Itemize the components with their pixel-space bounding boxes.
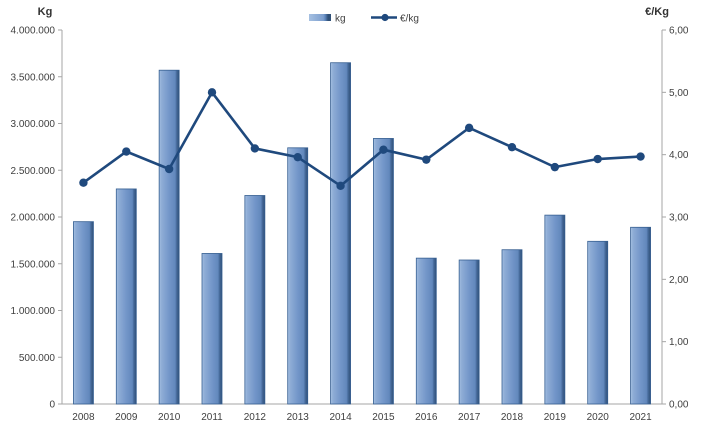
x-axis-category-label: 2014	[329, 412, 352, 423]
line-point-2020	[593, 154, 602, 164]
left-axis-tick-label: 1.000.000	[11, 306, 56, 317]
line-point-2012	[250, 144, 260, 153]
right-axis-title: €/Kg	[645, 6, 669, 18]
left-axis-tick-label: 2.000.000	[11, 213, 56, 224]
left-axis-tick-label: 0	[49, 400, 55, 411]
line-point-2013	[293, 152, 302, 162]
legend-label-kg: kg	[335, 14, 346, 25]
line-point-2018	[507, 142, 517, 152]
right-axis-tick-label: 0,00	[669, 400, 689, 411]
line-point-2011	[207, 88, 217, 97]
right-axis-tick-label: 3,00	[669, 213, 689, 224]
bar-2019	[544, 214, 566, 405]
x-axis-category-label: 2019	[544, 412, 567, 423]
line-point-2008	[79, 178, 88, 187]
legend-line-marker-icon	[381, 13, 389, 22]
x-axis-category-label: 2015	[372, 412, 395, 423]
left-axis-title: Kg	[38, 6, 53, 18]
x-axis-category-label: 2010	[158, 412, 181, 423]
line-point-2016	[422, 155, 431, 164]
bar-2015	[373, 138, 394, 405]
legend-label-eur-per-kg: €/kg	[400, 14, 419, 25]
left-axis-tick-label: 1.500.000	[11, 259, 56, 270]
bar-2009	[115, 188, 137, 405]
legend-bar-swatch-cap-icon	[328, 14, 331, 21]
bar-2012	[244, 195, 266, 405]
legend: kg €/kg	[309, 14, 419, 25]
plot-area: 0 500.000 1.000.000 1.500.000 2.000.000 2.500…	[11, 26, 689, 424]
bar-2008	[73, 221, 94, 405]
left-axis-tick-label: 500.000	[19, 353, 56, 364]
bar-2013	[287, 147, 309, 405]
left-axis-tick-label: 4.000.000	[11, 26, 56, 37]
right-axis-tick-label: 5,00	[669, 88, 689, 99]
left-axis-tick-label: 3.500.000	[11, 72, 56, 83]
bar-2016	[415, 257, 437, 405]
left-axis-tick-label: 2.500.000	[11, 166, 56, 177]
x-axis-category-label: 2012	[244, 412, 267, 423]
line-point-2021	[636, 152, 645, 161]
left-axis-tick-label: 3.000.000	[11, 119, 56, 130]
bar-2021	[630, 226, 651, 405]
right-axis-tick-label: 6,00	[669, 26, 689, 37]
x-axis-category-label: 2009	[115, 412, 138, 423]
bar-2018	[501, 249, 523, 405]
right-axis-tick-label: 4,00	[669, 150, 689, 161]
legend-bar-swatch-icon	[309, 14, 328, 21]
x-axis-category-label: 2008	[72, 412, 95, 423]
x-axis-category-label: 2011	[201, 412, 223, 423]
bar-2010	[158, 69, 180, 405]
x-axis-category-label: 2016	[415, 412, 438, 423]
x-axis-category-label: 2018	[501, 412, 524, 423]
bar-2011	[201, 253, 223, 405]
x-axis-category-label: 2020	[587, 412, 610, 423]
right-axis-tick-label: 2,00	[669, 275, 689, 286]
line-point-2017	[464, 123, 474, 133]
x-axis-category-label: 2017	[458, 412, 481, 423]
line-point-2010	[164, 164, 174, 174]
bar-2017	[458, 259, 480, 405]
line-point-2015	[379, 145, 388, 154]
right-axis-tick-label: 1,00	[669, 337, 689, 348]
eur-per-kg-line	[82, 91, 642, 188]
bar-2020	[587, 240, 609, 405]
bar-2014	[330, 62, 351, 405]
x-axis-category-label: 2021	[629, 412, 652, 423]
line-point-2009	[122, 147, 131, 156]
line-point-2019	[550, 162, 560, 172]
line-point-2014	[336, 181, 345, 191]
x-axis-category-label: 2013	[287, 412, 310, 423]
